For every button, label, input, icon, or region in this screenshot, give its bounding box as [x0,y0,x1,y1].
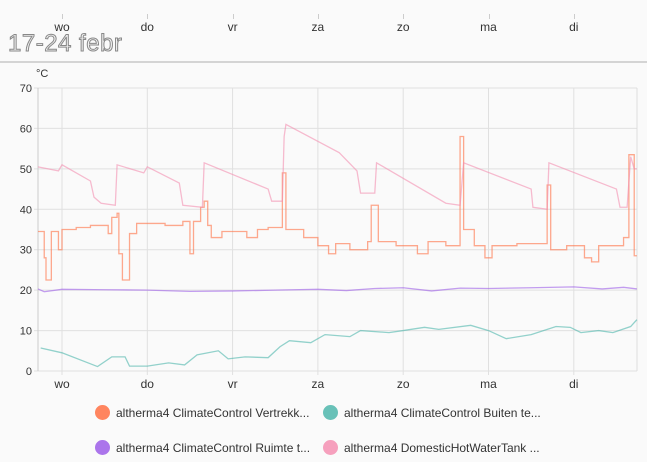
legend-label: altherma4 ClimateControl Vertrekk... [116,405,310,420]
top-tick [147,14,149,19]
top-day-label: za [311,20,325,34]
y-tick-label: 70 [20,83,32,95]
y-tick-label: 0 [26,366,32,378]
x-tick-label: do [141,377,155,391]
top-day-axis: wo do vr za zo ma di [0,0,647,40]
y-tick-label: 40 [20,204,32,216]
y-axis-unit: °C [36,68,49,80]
top-tick [488,14,490,19]
series-line-1 [40,319,638,368]
top-day-label: ma [480,20,497,34]
legend-label: altherma4 DomesticHotWaterTank ... [344,440,540,455]
x-tick-label: za [312,377,325,391]
y-tick-label: 10 [20,326,32,338]
x-tick-label: zo [397,377,410,391]
top-tick [403,14,405,19]
y-tick-label: 60 [20,123,32,135]
y-tick-label: 20 [20,285,32,297]
legend-label: altherma4 ClimateControl Buiten te... [344,405,541,420]
series-line-0 [38,135,637,281]
legend-color-dot-icon [323,440,338,455]
top-tick [573,14,575,19]
top-tick [62,14,63,19]
top-day-label: zo [396,20,410,34]
legend-color-dot-icon [95,405,110,420]
series-line-2 [37,286,637,293]
y-tick-label: 30 [20,245,32,257]
legend-item[interactable]: altherma4 ClimateControl Vertrekk... [95,405,309,420]
y-tick-label: 50 [20,164,32,176]
legend-item[interactable]: altherma4 ClimateControl Ruimte t... [95,440,310,455]
x-tick-label: ma [480,377,497,391]
top-day-label: wo [54,20,70,34]
legend-label: altherma4 ClimateControl Ruimte t... [116,440,311,455]
series-line-3 [37,123,637,211]
top-tick [232,14,234,19]
x-tick-label: di [569,377,578,391]
history-chart: 0 10 20 30 40 50 60 70 wo do vr za zo ma di [20,83,638,391]
top-day-label: vr [227,20,238,34]
top-day-label: di [569,20,579,34]
page-title: 17-24 febr [7,30,123,58]
divider [0,61,647,63]
legend-item[interactable]: altherma4 DomesticHotWaterTank ... [323,440,540,455]
legend-color-dot-icon [95,440,110,455]
x-tick-label: vr [228,377,238,391]
legend-color-dot-icon [323,405,338,420]
top-day-label: do [140,20,154,34]
x-tick-label: wo [53,377,70,391]
top-tick [317,14,319,19]
legend-item[interactable]: altherma4 ClimateControl Buiten te... [323,405,541,420]
